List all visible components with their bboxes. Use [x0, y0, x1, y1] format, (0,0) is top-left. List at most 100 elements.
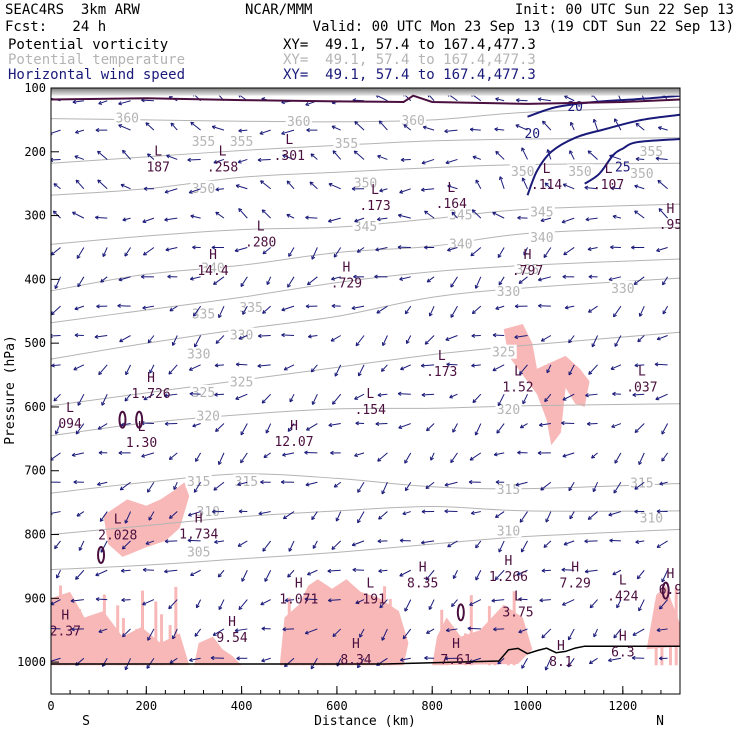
wind-vector — [51, 364, 61, 367]
wind-vector-head — [171, 635, 176, 640]
wind-vector — [328, 599, 341, 602]
wind-vector-head — [659, 605, 663, 610]
wind-vector-head — [74, 306, 79, 311]
pv-extremum-low: L — [366, 387, 374, 402]
wind-vector-head — [375, 247, 380, 252]
wind-vector — [51, 628, 61, 630]
wind-vector-head — [495, 306, 500, 311]
wind-vector-head — [213, 159, 218, 164]
wind-vector-head — [471, 333, 476, 338]
wind-vector-head — [351, 305, 356, 311]
wind-vector-head — [240, 282, 245, 287]
pv-extremum-value: 094 — [58, 417, 82, 432]
wind-vector-head — [75, 179, 80, 184]
wind-vector-head — [400, 157, 405, 162]
wind-vector-head — [304, 630, 309, 635]
wind-vector — [310, 153, 318, 160]
x-tick-label: 400 — [231, 699, 253, 713]
wind-vector — [51, 158, 61, 161]
wind-vector-head — [237, 159, 242, 164]
wind-vector — [193, 305, 202, 317]
wind-vector-head — [424, 245, 428, 250]
pv-extremum-low: L — [285, 133, 293, 148]
wind-vector-head — [286, 213, 291, 218]
wind-vector — [614, 452, 622, 464]
wind-vector-head — [475, 544, 480, 549]
wind-vector-head — [331, 276, 335, 281]
wind-vector-head — [521, 177, 526, 182]
field-theta-name: Potential temperature — [8, 52, 186, 68]
wind-vector-head — [287, 573, 292, 578]
wind-vector-head — [562, 274, 567, 279]
wind-vector-head — [377, 392, 382, 398]
wind-vector-head — [238, 208, 243, 213]
wind-vector — [258, 511, 271, 515]
wind-vector-head — [540, 486, 545, 491]
wind-vector — [655, 157, 668, 160]
wind-vector-head — [54, 285, 59, 290]
wind-vector — [426, 276, 435, 283]
wind-vector — [284, 599, 295, 602]
wind-vector — [122, 628, 131, 638]
wind-vector — [143, 247, 155, 256]
wind-vector-head — [260, 601, 265, 606]
wind-vector-head — [78, 546, 83, 551]
wind-vector-head — [354, 121, 359, 125]
wind-vector — [51, 452, 61, 461]
wind-vector-head — [610, 245, 614, 250]
wind-vector — [215, 423, 225, 432]
wind-vector-head — [515, 124, 520, 129]
wind-vector-head — [584, 539, 588, 544]
theta-label-bg — [185, 346, 212, 361]
wind-vector-head — [614, 118, 618, 123]
wind-vector — [188, 511, 201, 517]
wind-vector — [165, 540, 178, 542]
wind-vector — [492, 212, 505, 219]
wind-vector-head — [474, 284, 479, 289]
wind-vector — [587, 511, 598, 520]
wind-vector — [591, 335, 599, 348]
wind-vector-head — [288, 547, 293, 552]
wind-vector-head — [98, 371, 103, 376]
pv-extremum-value: 12.07 — [274, 435, 313, 450]
wind-vector-head — [71, 627, 75, 632]
wind-vector-head — [659, 481, 664, 486]
wind-vector — [561, 569, 575, 571]
wind-vector — [593, 628, 599, 638]
wind-vector — [237, 540, 248, 547]
wind-vector-head — [328, 182, 333, 187]
wind-vector — [568, 364, 575, 376]
wind-vector-head — [493, 452, 498, 457]
wind-vector-head — [357, 519, 361, 524]
y-tick-label: 300 — [24, 209, 46, 223]
wind-vector-head — [168, 456, 173, 461]
pv-extremum-high: H — [557, 639, 565, 654]
wind-vector — [638, 452, 645, 465]
wind-vector-head — [142, 251, 147, 256]
wind-vector — [238, 208, 248, 219]
wind-vector-head — [514, 304, 519, 309]
wind-vector — [375, 94, 388, 102]
wind-vector-head — [237, 482, 242, 487]
wind-vector-head — [95, 128, 100, 133]
wind-vector — [569, 511, 575, 520]
wind-vector — [587, 150, 598, 160]
wind-vector — [634, 423, 645, 433]
wind-vector-head — [281, 307, 286, 312]
wind-vector — [614, 118, 622, 131]
wind-vector — [215, 188, 225, 191]
wind-vector-head — [97, 425, 102, 430]
wind-vector-head — [311, 255, 316, 260]
wind-vector — [120, 184, 131, 190]
wind-vector — [213, 481, 225, 491]
wind-vector-head — [661, 430, 666, 435]
wind-vector-head — [210, 655, 215, 661]
wind-vector-head — [469, 456, 474, 461]
wind-vector-head — [564, 305, 569, 310]
wind-vector-head — [586, 421, 591, 426]
wind-vector-head — [545, 518, 550, 523]
wind-vector — [354, 452, 365, 457]
wind-vector — [403, 124, 412, 131]
y-tick-label: 700 — [24, 464, 46, 478]
theta-label-bg — [609, 280, 636, 295]
